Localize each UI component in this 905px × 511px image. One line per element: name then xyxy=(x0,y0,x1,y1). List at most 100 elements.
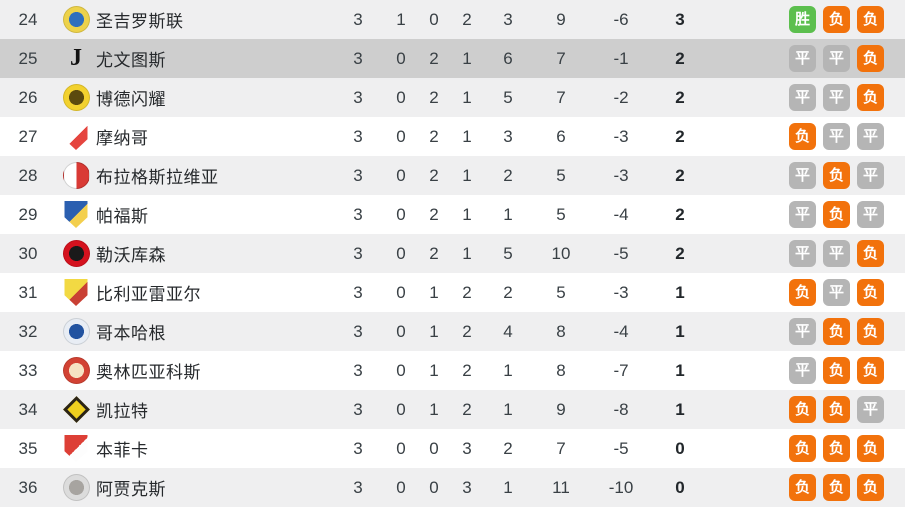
team-name[interactable]: 哥本哈根 xyxy=(96,324,166,343)
goal-difference: -8 xyxy=(613,399,629,419)
ajax-logo-icon xyxy=(62,474,90,501)
position-number: 30 xyxy=(18,243,38,263)
form-loss-badge: 负 xyxy=(857,84,884,111)
draws-count: 0 xyxy=(429,9,439,29)
standings-row[interactable]: 31 比利亚雷亚尔 3 0 1 2 2 5 -3 1 负平负 xyxy=(0,273,905,312)
points: 2 xyxy=(675,87,685,107)
wins-count: 0 xyxy=(396,165,406,185)
standings-row[interactable]: 24 圣吉罗斯联 3 1 0 2 3 9 -6 3 胜负负 xyxy=(0,0,905,39)
draws-count: 2 xyxy=(429,204,439,224)
form-loss-badge: 负 xyxy=(857,45,884,72)
points: 3 xyxy=(675,9,685,29)
team-name[interactable]: 本菲卡 xyxy=(96,441,149,460)
slavia-praha-logo-icon xyxy=(62,162,90,189)
goals-for: 3 xyxy=(503,9,513,29)
draws-count: 1 xyxy=(429,360,439,380)
form-draw-badge: 平 xyxy=(789,318,816,345)
form-loss-badge: 负 xyxy=(823,162,850,189)
draws-count: 2 xyxy=(429,87,439,107)
goal-difference: -4 xyxy=(613,321,629,341)
form-draw-badge: 平 xyxy=(789,201,816,228)
losses-count: 3 xyxy=(462,477,472,497)
goals-against: 11 xyxy=(552,477,570,497)
position-number: 29 xyxy=(18,204,38,224)
wins-count: 0 xyxy=(396,243,406,263)
kairat-logo-icon xyxy=(62,396,90,423)
position-number: 27 xyxy=(18,126,38,146)
team-name[interactable]: 尤文图斯 xyxy=(96,51,166,70)
position-number: 26 xyxy=(18,87,38,107)
goals-for: 2 xyxy=(503,438,513,458)
goals-for: 1 xyxy=(503,360,513,380)
form-draw-badge: 平 xyxy=(823,279,850,306)
team-name[interactable]: 凯拉特 xyxy=(96,402,149,421)
team-name[interactable]: 阿贾克斯 xyxy=(96,480,166,499)
goals-against: 5 xyxy=(556,165,566,185)
form-loss-badge: 负 xyxy=(823,318,850,345)
form-loss-badge: 负 xyxy=(857,435,884,462)
goal-difference: -10 xyxy=(608,477,634,497)
standings-row[interactable]: 34 凯拉特 3 0 1 2 1 9 -8 1 负负平 xyxy=(0,390,905,429)
form-draw-badge: 平 xyxy=(823,84,850,111)
team-logo-cell xyxy=(56,357,96,384)
standings-row[interactable]: 30 勒沃库森 3 0 2 1 5 10 -5 2 平平负 xyxy=(0,234,905,273)
standings-row[interactable]: 36 阿贾克斯 3 0 0 3 1 11 -10 0 负负负 xyxy=(0,468,905,507)
team-logo-cell xyxy=(56,123,96,150)
played-count: 3 xyxy=(353,282,363,302)
team-logo-cell: J xyxy=(56,45,96,72)
points: 2 xyxy=(675,243,685,263)
benfica-logo-icon xyxy=(64,435,88,462)
standings-row[interactable]: 25 J 尤文图斯 3 0 2 1 6 7 -1 2 平平负 xyxy=(0,39,905,78)
team-name[interactable]: 圣吉罗斯联 xyxy=(96,12,184,31)
draws-count: 2 xyxy=(429,243,439,263)
losses-count: 1 xyxy=(462,126,472,146)
position-number: 25 xyxy=(18,48,38,68)
goals-for: 5 xyxy=(503,87,513,107)
goal-difference: -6 xyxy=(613,9,629,29)
draws-count: 1 xyxy=(429,399,439,419)
goals-against: 7 xyxy=(556,48,566,68)
team-name[interactable]: 帕福斯 xyxy=(96,207,149,226)
team-name[interactable]: 勒沃库森 xyxy=(96,246,166,265)
standings-row[interactable]: 27 摩纳哥 3 0 2 1 3 6 -3 2 负平平 xyxy=(0,117,905,156)
goal-difference: -2 xyxy=(613,87,629,107)
goals-against: 9 xyxy=(556,399,566,419)
draws-count: 2 xyxy=(429,126,439,146)
losses-count: 1 xyxy=(462,87,472,107)
form-loss-badge: 负 xyxy=(857,318,884,345)
losses-count: 1 xyxy=(462,243,472,263)
goal-difference: -7 xyxy=(613,360,629,380)
team-name[interactable]: 布拉格斯拉维亚 xyxy=(96,168,219,187)
standings-row[interactable]: 26 博德闪耀 3 0 2 1 5 7 -2 2 平平负 xyxy=(0,78,905,117)
form-loss-badge: 负 xyxy=(789,474,816,501)
points: 1 xyxy=(675,399,685,419)
union-sg-logo-icon xyxy=(62,6,90,33)
goal-difference: -1 xyxy=(613,48,629,68)
team-name[interactable]: 博德闪耀 xyxy=(96,90,166,109)
draws-count: 2 xyxy=(429,48,439,68)
standings-row[interactable]: 33 奥林匹亚科斯 3 0 1 2 1 8 -7 1 平负负 xyxy=(0,351,905,390)
losses-count: 2 xyxy=(462,321,472,341)
draws-count: 2 xyxy=(429,165,439,185)
team-name[interactable]: 摩纳哥 xyxy=(96,129,149,148)
form-badges: 平平负 xyxy=(712,45,905,72)
played-count: 3 xyxy=(353,321,363,341)
position-number: 36 xyxy=(18,477,38,497)
goal-difference: -3 xyxy=(613,282,629,302)
goals-for: 4 xyxy=(503,321,513,341)
standings-row[interactable]: 35 本菲卡 3 0 0 3 2 7 -5 0 负负负 xyxy=(0,429,905,468)
team-name[interactable]: 比利亚雷亚尔 xyxy=(96,285,201,304)
form-badges: 负负负 xyxy=(712,474,905,501)
standings-row[interactable]: 32 哥本哈根 3 0 1 2 4 8 -4 1 平负负 xyxy=(0,312,905,351)
standings-row[interactable]: 28 布拉格斯拉维亚 3 0 2 1 2 5 -3 2 平负平 xyxy=(0,156,905,195)
form-badges: 负负平 xyxy=(712,396,905,423)
losses-count: 3 xyxy=(462,438,472,458)
played-count: 3 xyxy=(353,360,363,380)
team-logo-cell xyxy=(56,240,96,267)
pafos-logo-icon xyxy=(64,201,88,228)
losses-count: 2 xyxy=(462,399,472,419)
standings-row[interactable]: 29 帕福斯 3 0 2 1 1 5 -4 2 平负平 xyxy=(0,195,905,234)
team-name[interactable]: 奥林匹亚科斯 xyxy=(96,363,201,382)
points: 2 xyxy=(675,165,685,185)
wins-count: 0 xyxy=(396,477,406,497)
